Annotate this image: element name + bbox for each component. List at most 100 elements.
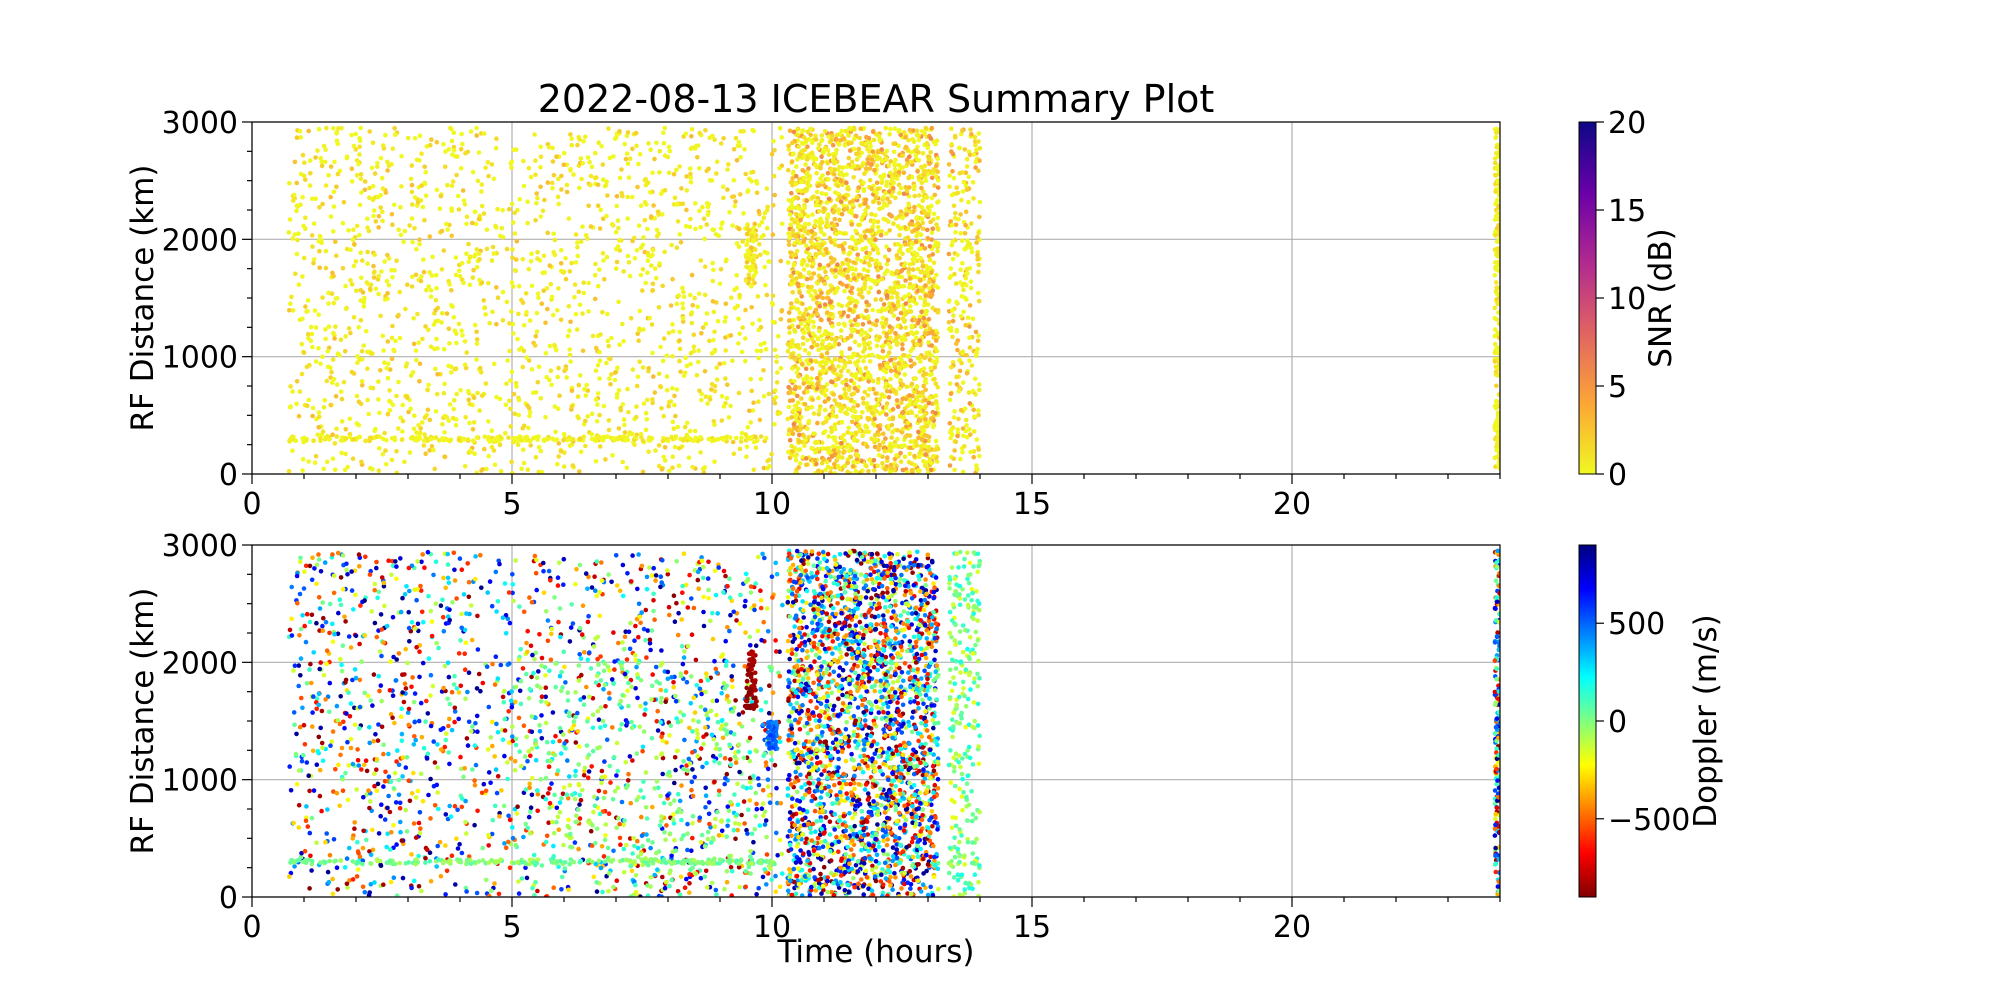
snr-data-point [287,405,293,410]
snr-data-point [350,456,356,462]
snr-data-point [801,259,807,264]
snr-data-point [736,226,742,231]
snr-data-point [423,324,428,329]
snr-data-point [296,231,301,237]
snr-data-point [308,324,314,330]
snr-data-point [714,377,720,383]
snr-data-point [384,437,389,443]
snr-data-point [787,128,793,134]
snr-data-point [814,189,820,195]
snr-data-point [294,203,300,208]
snr-data-point [898,459,904,465]
snr-data-point [294,251,300,257]
snr-data-point [479,189,484,194]
snr-data-point [834,372,840,377]
snr-data-point [858,233,864,239]
snr-data-point [764,186,770,191]
snr-data-point [383,462,389,467]
snr-data-point [721,195,726,201]
snr-data-point [832,227,838,233]
snr-data-point [310,413,315,419]
snr-data-point [453,255,459,260]
snr-data-point [422,415,428,420]
snr-data-point [684,174,689,179]
snr-data-point [810,212,815,217]
snr-data-point [559,247,564,253]
snr-data-point [434,391,440,397]
snr-data-point [597,376,602,381]
snr-data-point [970,316,976,322]
snr-data-point [484,466,489,472]
snr-data-point [790,228,796,233]
snr-data-point [807,251,812,257]
snr-data-point [316,346,321,351]
snr-data-point [642,217,648,223]
snr-data-point [956,388,962,394]
snr-data-point [883,467,888,472]
snr-data-point [616,299,621,305]
snr-data-point [330,432,335,438]
snr-data-point [729,194,735,200]
snr-data-point [891,361,897,367]
snr-data-point [968,285,974,291]
snr-data-point [484,227,490,233]
snr-data-point [821,206,826,211]
snr-data-point [605,434,610,439]
snr-data-point [310,244,315,249]
snr-data-point [796,447,801,453]
snr-data-point [810,195,816,200]
snr-data-point [286,230,292,235]
snr-data-point [599,144,604,149]
snr-data-point [855,415,861,421]
snr-data-point [508,424,513,429]
snr-data-point [422,438,427,443]
snr-data-point [816,266,822,271]
snr-data-point [299,341,305,347]
snr-data-point [933,447,938,453]
snr-data-point [359,190,364,195]
snr-data-point [811,297,816,302]
snr-data-point [855,150,861,156]
snr-data-point [489,258,495,263]
snr-data-point [907,221,913,227]
snr-data-point [927,257,933,263]
snr-data-point [809,336,815,342]
snr-data-point [886,247,892,253]
snr-data-point [787,235,792,240]
snr-data-point [333,324,338,330]
snr-data-point [845,274,850,279]
snr-data-point [896,143,901,149]
snr-data-point [666,399,672,405]
snr-data-point [825,290,831,296]
snr-data-point [493,145,499,151]
snr-data-point [976,168,981,174]
snr-data-point [864,463,869,469]
snr-data-point [410,239,415,245]
snr-data-point [289,294,294,300]
snr-data-point [757,241,762,247]
snr-data-point [749,434,754,440]
snr-data-point [517,196,522,202]
snr-data-point [318,155,324,161]
snr-data-point [967,303,973,308]
snr-data-point [649,263,654,268]
snr-data-point [466,397,472,403]
snr-data-point [720,220,725,225]
snr-data-point [954,191,960,196]
snr-data-point [409,163,415,168]
snr-data-point [429,444,435,449]
snr-data-point [421,269,427,275]
snr-data-point [917,454,922,460]
snr-data-point [326,173,331,178]
snr-data-point [923,452,928,457]
snr-data-point [809,150,815,156]
snr-data-point [802,175,807,181]
snr-data-point [884,179,890,185]
snr-data-point [888,444,893,450]
snr-data-point [673,167,679,173]
snr-data-point [748,376,753,382]
snr-data-point [568,319,573,325]
snr-data-point [975,235,980,240]
snr-data-point [593,397,599,402]
snr-data-point [907,154,912,159]
